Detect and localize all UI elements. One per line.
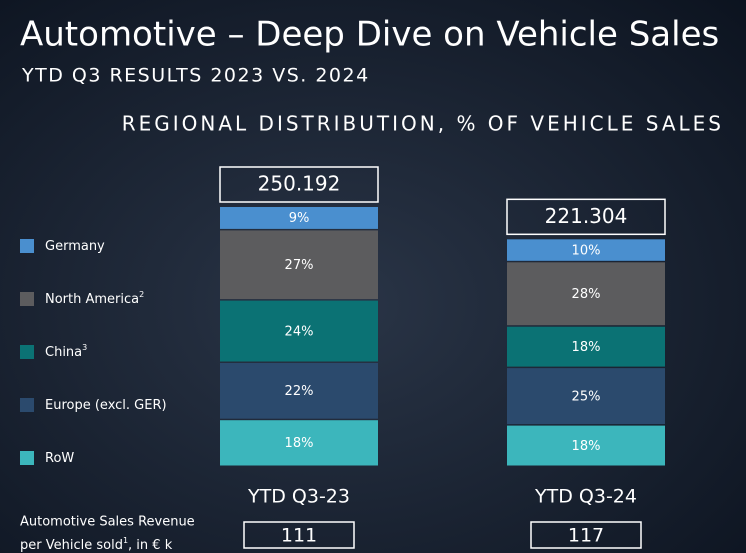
legend-swatch — [20, 239, 34, 253]
value-label: 10% — [572, 243, 601, 258]
legend-label: North America — [45, 292, 139, 307]
bar-segment — [220, 207, 378, 229]
revenue-box — [243, 521, 355, 549]
total-label: 221.304 — [545, 204, 628, 228]
footnote: 3 — [82, 343, 87, 352]
x-tick-label: YTD Q3-24 — [534, 486, 637, 508]
bar-segment — [507, 368, 665, 425]
total-box — [506, 198, 666, 236]
title: Automotive – Deep Dive on Vehicle Sales — [20, 15, 719, 55]
legend-label: Europe (excl. GER) — [45, 398, 167, 413]
legend-label: Germany — [45, 239, 105, 254]
bar-segment — [507, 326, 665, 367]
legend-swatch — [20, 292, 34, 306]
revenue-label: per Vehicle sold1, in € k — [20, 536, 173, 553]
subtitle: YTD Q3 RESULTS 2023 VS. 2024 — [21, 65, 370, 87]
legend-label: Europe (excl. GER) — [45, 398, 167, 413]
value-label: 18% — [285, 436, 314, 451]
bar-segment — [220, 363, 378, 419]
x-tick-label: YTD Q3-23 — [247, 486, 350, 508]
total-label: 250.192 — [258, 172, 341, 196]
bar-segment — [507, 262, 665, 326]
bar-segment — [220, 300, 378, 362]
value-label: 24% — [285, 324, 314, 339]
value-label: 18% — [572, 340, 601, 355]
chart-title: REGIONAL DISTRIBUTION, % OF VEHICLE SALE… — [122, 112, 724, 136]
value-label: 22% — [285, 384, 314, 399]
revenue-label: , in € k — [128, 538, 173, 553]
legend-label: Germany — [45, 239, 105, 254]
bar-segment — [507, 425, 665, 466]
revenue-label: Automotive Sales Revenue — [20, 515, 195, 530]
bar-segment — [220, 230, 378, 300]
legend-swatch — [20, 345, 34, 359]
revenue-value: 117 — [568, 525, 604, 547]
value-label: 27% — [285, 258, 314, 273]
legend-swatch — [20, 398, 34, 412]
legend-swatch — [20, 451, 34, 465]
footnote: 1 — [123, 536, 128, 545]
value-label: 25% — [572, 389, 601, 404]
bar-segment — [507, 239, 665, 261]
legend-label: China3 — [45, 343, 87, 360]
value-label: 9% — [289, 211, 310, 226]
legend-label: RoW — [45, 451, 74, 466]
total-box — [219, 166, 379, 203]
revenue-value: 111 — [281, 525, 317, 547]
value-label: 18% — [572, 439, 601, 454]
footnote: 2 — [139, 290, 144, 299]
revenue-label: per Vehicle sold — [20, 538, 123, 553]
legend-label: China — [45, 345, 82, 360]
value-label: 28% — [572, 287, 601, 302]
bar-segment — [220, 420, 378, 466]
legend-label: RoW — [45, 451, 74, 466]
revenue-box — [530, 521, 642, 549]
legend-label: North America2 — [45, 290, 144, 307]
